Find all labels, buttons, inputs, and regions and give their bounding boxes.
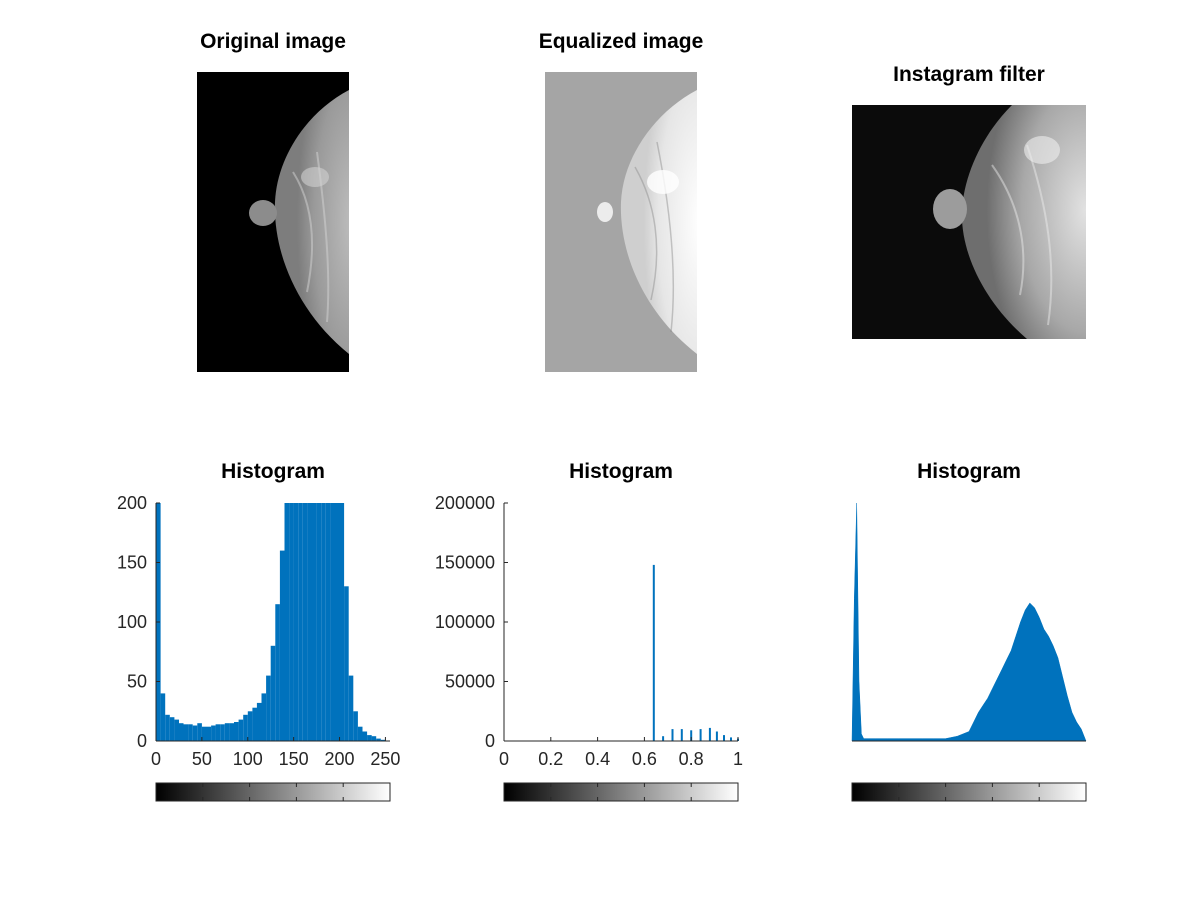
histogram-bar [344,586,349,741]
histogram-bar [293,503,299,741]
histogram-1: 0 50 100 150 200 0 50 100 150 200 250 [117,493,400,802]
histogram-bar [321,503,326,741]
histogram-bar [652,564,655,741]
y-tick-label: 150 [117,553,147,573]
y-tick-label: 100 [117,612,147,632]
histogram-bar [325,503,331,741]
x-tick-label: 50 [192,749,212,769]
x-tick-label: 0.6 [632,749,657,769]
histogram-bar [330,503,335,741]
histogram-bar [371,736,377,741]
x-tick-label: 0.2 [538,749,563,769]
histogram-2-title: Histogram [569,460,673,483]
histogram-bar [690,730,693,741]
histogram-bar [298,503,303,741]
histogram-bar [169,717,175,741]
histogram-bar [708,727,711,741]
histogram-bar [211,725,216,741]
equalized-image-title: Equalized image [538,30,704,53]
histogram-bar [353,711,358,742]
histogram-bar [357,726,363,741]
grayscale-colorbar [155,782,391,802]
x-tick-label: 200 [325,749,355,769]
histogram-bar [234,722,239,741]
histogram-bar [266,675,271,741]
histogram-bar [224,723,230,741]
histogram-bar [206,726,212,741]
histogram-bar [188,724,193,741]
histogram-bar [270,645,276,741]
grayscale-colorbar [851,782,1087,802]
histogram-bar [376,738,381,741]
instagram-filter-title: Instagram filter [893,63,1045,86]
histogram-bar [174,719,179,741]
x-tick-label: 0.8 [679,749,704,769]
equalized-image [545,72,697,372]
histogram-bar [220,724,225,741]
x-tick-label: 0.4 [585,749,610,769]
y-tick-label: 50000 [445,672,495,692]
histogram-bar [275,604,280,741]
histogram-bar [247,711,253,742]
histogram-bar [238,719,244,741]
y-tick-label: 0 [137,731,147,751]
x-tick-label: 1 [733,749,743,769]
histogram-bar [680,729,683,741]
histogram-bar [307,503,312,741]
histogram-bar [362,731,368,741]
histogram-bar [178,723,184,741]
histogram-bar [261,693,267,741]
histogram-area [851,502,1087,742]
x-tick-label: 0 [151,749,161,769]
histogram-bar [715,731,718,741]
histogram-bar [334,503,340,741]
y-tick-label: 50 [127,672,147,692]
y-tick-label: 200000 [435,493,495,513]
y-tick-label: 200 [117,493,147,513]
histogram-bar [192,725,198,741]
histogram-2: 0 50000 100000 150000 200000 0 0.2 0.4 0.6 0.8 1 [435,493,743,802]
histogram-bar [284,503,290,741]
grayscale-colorbar [503,782,739,802]
histogram-bar [289,503,294,741]
histogram-bar [183,724,189,741]
histogram-3 [851,502,1087,802]
histogram-bar [699,729,702,741]
histogram-bar [312,503,317,741]
histogram-bar [302,503,308,741]
x-tick-label: 100 [233,749,263,769]
histogram-bar [165,714,170,741]
histogram-bar [730,737,732,741]
original-image-title: Original image [200,30,346,53]
histogram-3-title: Histogram [917,460,1021,483]
histogram-bar [339,503,345,741]
histogram-bar [215,724,221,741]
histogram-bar [316,503,322,741]
original-image [197,72,349,372]
histogram-bar [723,735,725,741]
y-tick-label: 0 [485,731,495,751]
y-tick-label: 100000 [435,612,495,632]
histogram-bar [380,739,386,741]
histogram-bar [243,714,248,741]
x-tick-label: 0 [499,749,509,769]
histogram-charts: 0 50 100 150 200 0 50 100 150 200 250 0 50000 100000… [117,493,1087,802]
instagram-filter-image [852,105,1086,339]
histogram-bar [229,723,234,741]
x-tick-label: 250 [370,749,400,769]
histogram-bar [671,729,674,741]
histogram-1-title: Histogram [221,460,325,483]
histogram-bar [201,726,207,741]
histogram-bar [197,723,202,741]
histogram-bar [367,735,372,741]
histogram-bar [348,675,354,741]
histogram-bar [256,702,262,741]
histogram-bar [662,736,665,741]
histogram-bar [279,550,285,741]
histogram-bar [252,707,257,741]
histogram-bar [160,693,166,741]
y-tick-label: 150000 [435,553,495,573]
x-tick-label: 150 [279,749,309,769]
